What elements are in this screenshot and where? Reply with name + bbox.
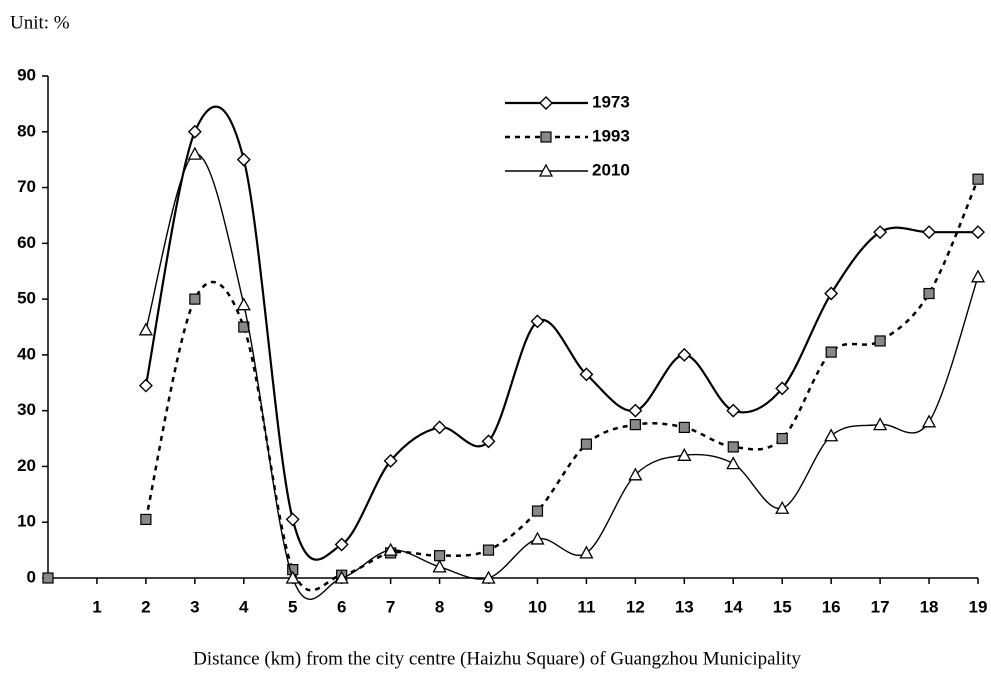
marker xyxy=(776,432,788,445)
marker xyxy=(873,417,888,431)
y-tick-label: 40 xyxy=(17,344,36,363)
marker xyxy=(42,572,54,584)
x-axis-label: Distance (km) from the city centre (Haiz… xyxy=(193,648,801,669)
legend-label: 1973 xyxy=(592,92,630,111)
series-line xyxy=(144,178,980,592)
x-tick-label: 14 xyxy=(724,597,743,616)
marker xyxy=(677,347,692,362)
marker xyxy=(921,414,937,428)
marker xyxy=(285,570,300,584)
marker xyxy=(140,513,152,526)
marker xyxy=(334,537,349,552)
marker xyxy=(677,447,692,461)
y-tick-label: 30 xyxy=(17,400,36,419)
marker xyxy=(971,225,985,240)
marker xyxy=(138,378,153,393)
marker xyxy=(970,269,986,283)
marker xyxy=(285,512,300,527)
marker xyxy=(579,545,594,559)
marker xyxy=(432,559,447,573)
legend-marker xyxy=(539,96,553,110)
marker xyxy=(482,544,495,556)
y-tick-label: 0 xyxy=(27,567,36,586)
marker xyxy=(432,420,447,435)
marker xyxy=(530,314,545,329)
y-tick-label: 70 xyxy=(17,177,36,196)
marker xyxy=(481,570,496,584)
marker xyxy=(726,403,741,418)
legend-marker xyxy=(538,163,554,177)
unit-label: Unit: % xyxy=(10,12,70,33)
marker xyxy=(775,500,790,514)
y-tick-label: 80 xyxy=(17,121,36,140)
marker xyxy=(334,570,349,584)
marker xyxy=(923,287,935,300)
marker xyxy=(383,542,398,556)
x-tick-label: 2 xyxy=(141,597,150,616)
marker xyxy=(236,297,251,311)
marker xyxy=(530,531,545,545)
marker xyxy=(383,453,398,468)
marker xyxy=(579,367,594,382)
x-tick-label: 15 xyxy=(773,597,792,616)
marker xyxy=(874,335,886,347)
marker xyxy=(628,403,643,418)
marker xyxy=(433,550,446,562)
x-tick-label: 11 xyxy=(577,597,595,616)
marker xyxy=(628,467,643,481)
x-tick-label: 3 xyxy=(190,597,199,616)
series-line xyxy=(145,153,979,600)
marker xyxy=(187,146,202,160)
marker xyxy=(187,124,202,139)
x-tick-label: 9 xyxy=(484,597,493,616)
legend-marker xyxy=(540,131,552,143)
x-tick-label: 13 xyxy=(675,597,694,616)
x-tick-label: 6 xyxy=(337,597,346,616)
x-tick-label: 1 xyxy=(92,597,101,616)
legend-label: 2010 xyxy=(592,160,630,179)
x-tick-label: 8 xyxy=(435,597,444,616)
x-tick-label: 10 xyxy=(528,597,547,616)
marker xyxy=(972,173,984,185)
y-tick-label: 20 xyxy=(17,456,36,475)
x-tick-label: 16 xyxy=(822,597,841,616)
marker xyxy=(531,505,544,517)
x-tick-label: 4 xyxy=(239,597,249,616)
marker xyxy=(629,419,641,431)
marker xyxy=(824,428,839,442)
series-line xyxy=(144,105,978,561)
marker xyxy=(873,225,888,240)
legend-label: 1993 xyxy=(592,126,630,145)
y-tick-label: 90 xyxy=(17,65,36,84)
marker xyxy=(580,438,593,450)
marker xyxy=(727,441,739,453)
marker xyxy=(825,346,837,358)
marker xyxy=(236,152,251,167)
marker xyxy=(189,293,201,305)
y-tick-label: 10 xyxy=(17,512,36,531)
marker xyxy=(824,286,839,301)
marker xyxy=(481,434,496,449)
marker xyxy=(922,225,937,240)
x-tick-label: 7 xyxy=(386,597,395,616)
x-tick-label: 18 xyxy=(920,597,939,616)
marker xyxy=(775,381,790,396)
marker xyxy=(726,456,741,470)
x-tick-label: 19 xyxy=(969,597,988,616)
y-tick-label: 50 xyxy=(17,289,36,308)
y-tick-label: 60 xyxy=(17,233,36,252)
x-tick-label: 5 xyxy=(288,597,297,616)
marker xyxy=(678,421,690,433)
marker xyxy=(138,322,153,336)
x-tick-label: 17 xyxy=(871,597,890,616)
x-tick-label: 12 xyxy=(626,597,645,616)
